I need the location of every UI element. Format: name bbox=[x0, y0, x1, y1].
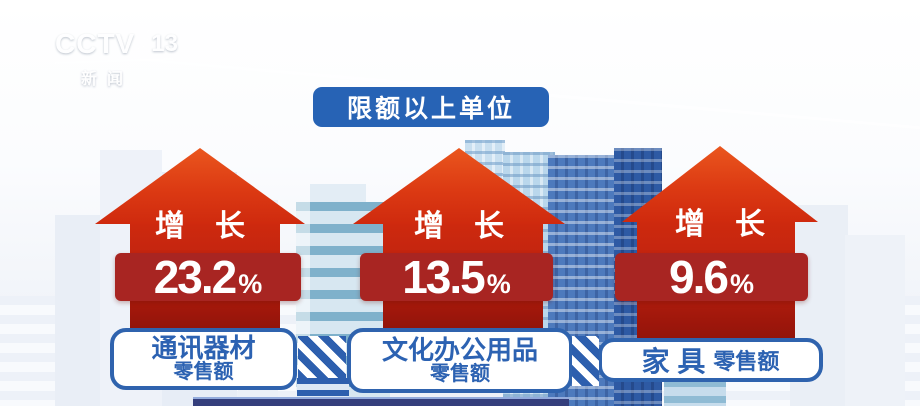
percent-sign: % bbox=[486, 269, 511, 299]
title-badge: 限额以上单位 bbox=[313, 87, 549, 127]
building bbox=[310, 184, 366, 206]
category-label-box: 通讯器材 零售额 bbox=[110, 328, 297, 390]
cctv-logo: CCTV 13 新闻 bbox=[55, 28, 185, 89]
category-name: 通讯器材 bbox=[151, 333, 256, 364]
growth-value-box: 9.6 % bbox=[615, 253, 808, 301]
category-suffix: 零售额 bbox=[713, 349, 780, 374]
category-label-box: 文化办公用品 零售额 bbox=[347, 328, 573, 393]
category-suffix: 零售额 bbox=[173, 361, 234, 384]
cctv-logo-subtitle: 新闻 bbox=[81, 71, 134, 88]
category-label-box: 家 具 零售额 bbox=[598, 338, 823, 382]
growth-label: 增 长 bbox=[414, 210, 504, 243]
category-name: 家 具 bbox=[641, 346, 706, 377]
category-suffix: 零售额 bbox=[430, 362, 490, 385]
growth-value-box: 23.2 % bbox=[115, 253, 301, 301]
growth-value: 9.6 bbox=[669, 251, 729, 303]
building bbox=[55, 215, 103, 406]
building bbox=[845, 235, 905, 406]
growth-value-box: 13.5 % bbox=[360, 253, 553, 301]
lower-third-bar bbox=[193, 397, 569, 406]
category-name: 文化办公用品 bbox=[381, 334, 538, 365]
growth-value: 23.2 bbox=[153, 251, 238, 303]
percent-sign: % bbox=[729, 269, 754, 299]
growth-label: 增 长 bbox=[675, 208, 765, 241]
growth-value: 13.5 bbox=[402, 251, 486, 303]
growth-label: 增 长 bbox=[155, 210, 245, 243]
decor-diagonal-stripes bbox=[572, 336, 599, 386]
cctv-channel-number: 13 bbox=[151, 30, 178, 57]
cctv-logo-row: CCTV 13 bbox=[55, 28, 185, 60]
cctv-logo-text: CCTV bbox=[55, 28, 136, 59]
percent-sign: % bbox=[238, 269, 263, 299]
cctv-logo-slash-icon bbox=[133, 30, 153, 58]
